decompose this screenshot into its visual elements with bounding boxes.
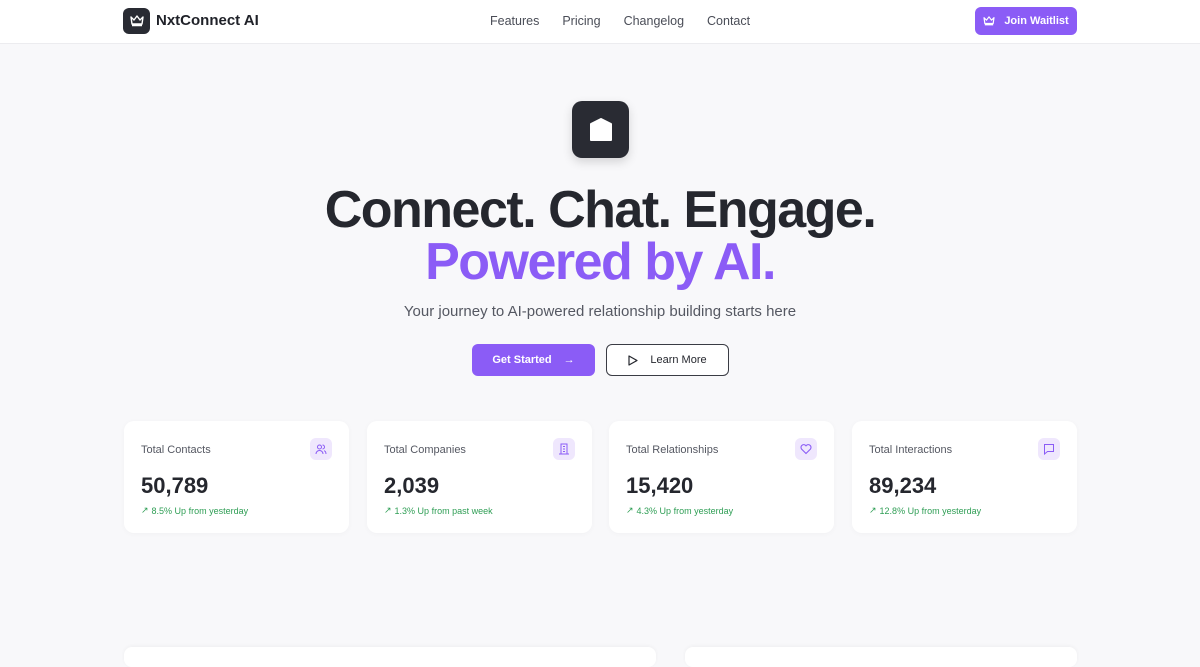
trend-up-icon: ↗ [626, 505, 634, 515]
bottom-panel-right [685, 647, 1077, 667]
bottom-panel-left [124, 647, 656, 667]
nav-link-contact[interactable]: Contact [707, 14, 751, 28]
brand-name[interactable]: NxtConnect AI [156, 12, 259, 29]
stat-value: 89,234 [869, 473, 937, 498]
stat-change: 12.8% Up from yesterday [879, 505, 982, 516]
learn-more-button[interactable]: Learn More [606, 344, 729, 376]
hero-headline-accent: Powered by AI. [425, 233, 776, 291]
stat-change: 8.5% Up from yesterday [151, 505, 249, 516]
stat-change: 1.3% Up from past week [394, 505, 493, 516]
stat-card-contacts: Total Contacts 50,789 ↗ 8.5% Up from yest… [124, 421, 349, 533]
stat-title: Total Relationships [626, 444, 719, 456]
stat-value: 50,789 [141, 473, 209, 498]
message-icon [1038, 438, 1060, 460]
hero-subtitle: Your journey to AI-powered relationship … [403, 303, 797, 320]
nav-link-features[interactable]: Features [490, 14, 540, 28]
get-started-label: Get Started [492, 354, 552, 366]
stat-change: 4.3% Up from yesterday [636, 505, 734, 516]
top-nav: NxtConnect AI Features Pricing Changelog… [0, 0, 1200, 44]
trend-up-icon: ↗ [384, 505, 392, 515]
nav-link-changelog[interactable]: Changelog [623, 14, 685, 28]
nav-link-pricing[interactable]: Pricing [562, 14, 601, 28]
crown-icon [983, 16, 995, 26]
stat-title: Total Contacts [141, 444, 211, 456]
play-icon [628, 354, 638, 366]
shield-logo-icon [572, 101, 629, 158]
users-icon [310, 438, 332, 460]
stat-title: Total Interactions [869, 444, 953, 456]
stat-card-relationships: Total Relationships 15,420 ↗ 4.3% Up from… [609, 421, 834, 533]
join-waitlist-button[interactable]: Join Waitlist [975, 7, 1077, 35]
trend-up-icon: ↗ [141, 505, 149, 515]
stat-value: 15,420 [626, 473, 694, 498]
learn-more-label: Learn More [650, 354, 707, 366]
building-icon [553, 438, 575, 460]
get-started-button[interactable]: Get Started → [472, 344, 595, 376]
trend-up-icon: ↗ [869, 505, 877, 515]
stat-card-interactions: Total Interactions 89,234 ↗ 12.8% Up from… [852, 421, 1077, 533]
crown-logo-icon[interactable] [123, 8, 150, 34]
heart-icon [795, 438, 817, 460]
hero-headline: Connect. Chat. Engage. [324, 181, 877, 239]
stat-title: Total Companies [384, 444, 466, 456]
stat-value: 2,039 [384, 473, 440, 498]
stat-card-companies: Total Companies 2,039 ↗ 1.3% Up from past… [367, 421, 592, 533]
arrow-right-icon: → [563, 354, 575, 366]
join-waitlist-label: Join Waitlist [1004, 15, 1069, 27]
